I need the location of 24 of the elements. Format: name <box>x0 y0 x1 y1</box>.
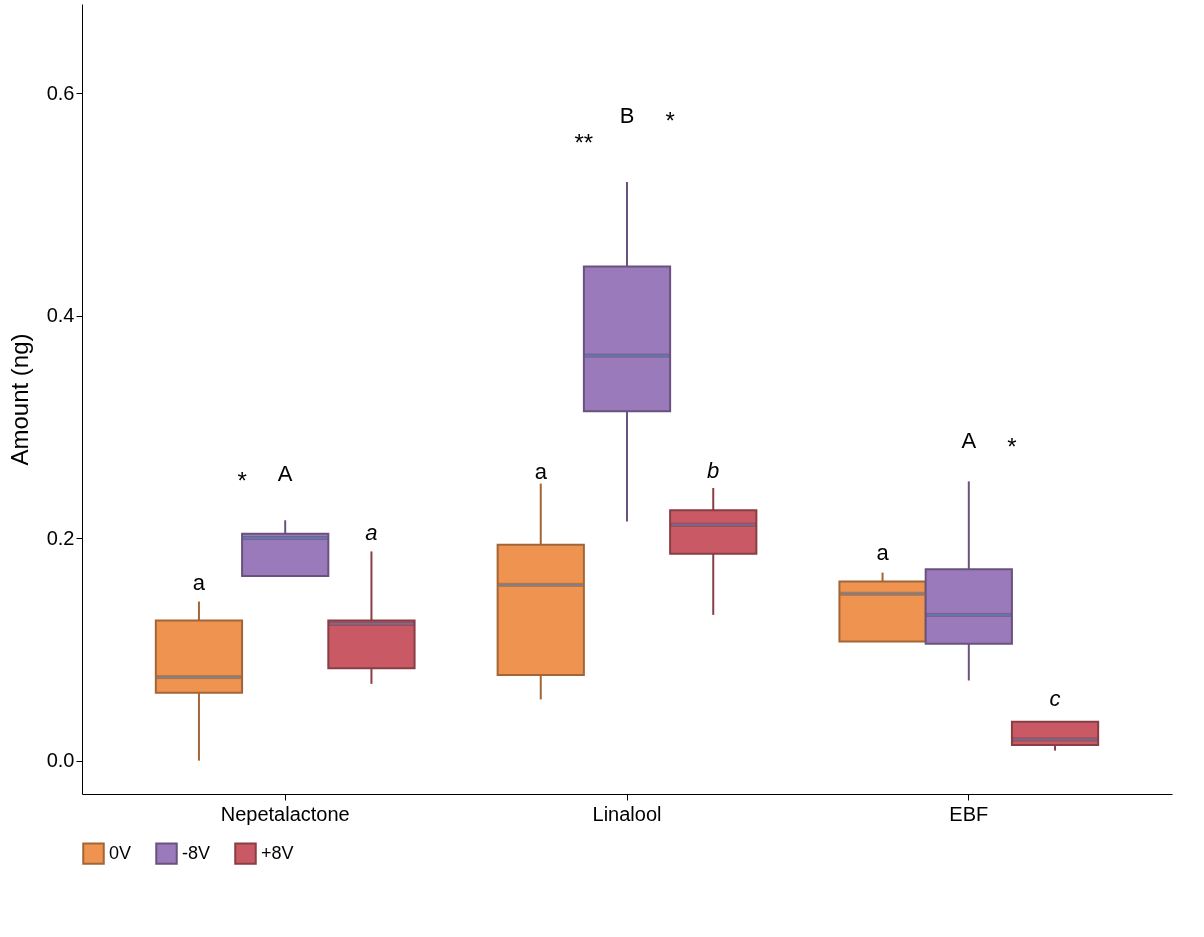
annotation: a <box>876 539 890 565</box>
annotation: c <box>1049 686 1061 712</box>
x-tick-label: Linalool <box>592 802 662 825</box>
annotation: a <box>534 459 548 485</box>
y-tick-label: 0.4 <box>46 304 75 327</box>
y-tick-label: 0.2 <box>46 526 75 549</box>
annotation: a <box>365 519 378 545</box>
annotation: A <box>961 428 977 454</box>
annotation: A <box>277 460 293 486</box>
legend-label: +8V <box>261 842 294 863</box>
y-axis-title: Amount (ng) <box>5 333 33 466</box>
annotation: b <box>707 458 720 484</box>
legend-label: 0V <box>109 842 132 863</box>
annotation: * <box>237 467 247 495</box>
annotation: a <box>192 569 206 595</box>
annotation: * <box>1007 432 1017 460</box>
annotation: B <box>619 103 635 129</box>
legend-label: -8V <box>182 842 211 863</box>
x-tick-label: Nepetalactone <box>220 802 350 825</box>
y-tick-label: 0.6 <box>46 81 75 104</box>
x-tick-label: EBF <box>949 802 989 825</box>
annotation: ** <box>574 129 594 157</box>
y-tick-label: 0.0 <box>46 749 75 772</box>
annotation: * <box>665 106 675 134</box>
